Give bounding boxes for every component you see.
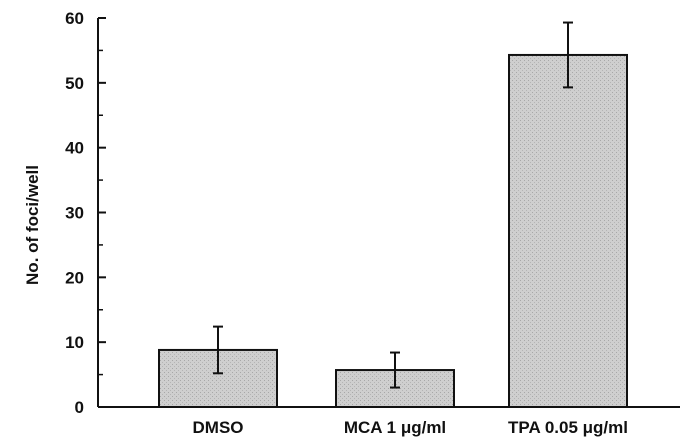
- bar: [508, 53, 628, 409]
- labels: DMSO MCA 1 μg/ml TPA 0.05 μg/ml: [193, 418, 629, 437]
- bars: [158, 53, 628, 409]
- y-tick-label: 30: [65, 204, 84, 223]
- error-bars: [213, 21, 573, 389]
- y-tick-label: 40: [65, 139, 84, 158]
- y-tick-label: 60: [65, 9, 84, 28]
- y-tick-label: 20: [65, 268, 84, 287]
- y-axis-title: No. of foci/well: [23, 165, 42, 285]
- x-category-label: DMSO: [193, 418, 244, 437]
- y-tick-label: 10: [65, 333, 84, 352]
- y-tick-label: 0: [75, 398, 84, 417]
- x-category-label: TPA 0.05 μg/ml: [508, 418, 628, 437]
- y-tick-label: 50: [65, 74, 84, 93]
- x-category-label: MCA 1 μg/ml: [344, 418, 446, 437]
